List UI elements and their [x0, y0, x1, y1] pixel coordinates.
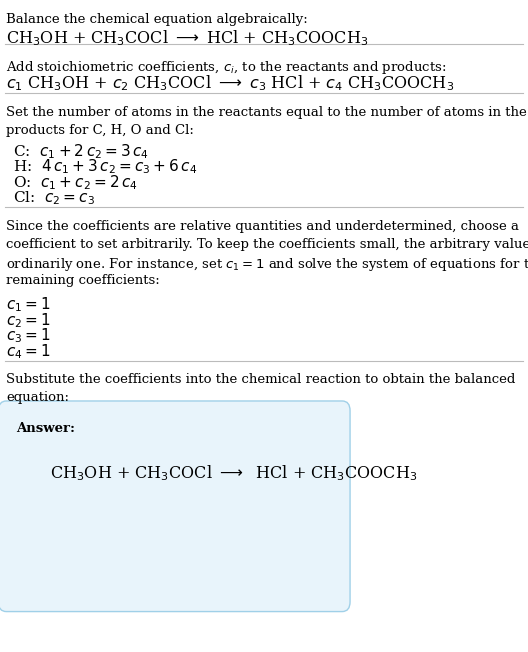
FancyBboxPatch shape	[0, 401, 350, 612]
Text: Add stoichiometric coefficients, $c_i$, to the reactants and products:: Add stoichiometric coefficients, $c_i$, …	[6, 59, 447, 76]
Text: Since the coefficients are relative quantities and underdetermined, choose a: Since the coefficients are relative quan…	[6, 220, 520, 233]
Text: C:  $c_1 + 2\,c_2 = 3\,c_4$: C: $c_1 + 2\,c_2 = 3\,c_4$	[13, 142, 149, 161]
Text: remaining coefficients:: remaining coefficients:	[6, 274, 160, 288]
Text: Set the number of atoms in the reactants equal to the number of atoms in the: Set the number of atoms in the reactants…	[6, 106, 527, 119]
Text: Cl:  $c_2 = c_3$: Cl: $c_2 = c_3$	[13, 189, 95, 207]
Text: $c_1 = 1$: $c_1 = 1$	[6, 295, 51, 314]
Text: Balance the chemical equation algebraically:: Balance the chemical equation algebraica…	[6, 13, 308, 26]
Text: equation:: equation:	[6, 391, 69, 404]
Text: CH$_3$OH + CH$_3$COCl $\longrightarrow$  HCl + CH$_3$COOCH$_3$: CH$_3$OH + CH$_3$COCl $\longrightarrow$ …	[50, 463, 418, 482]
Text: products for C, H, O and Cl:: products for C, H, O and Cl:	[6, 124, 194, 137]
Text: Substitute the coefficients into the chemical reaction to obtain the balanced: Substitute the coefficients into the che…	[6, 373, 516, 386]
Text: H:  $4\,c_1 + 3\,c_2 = c_3 + 6\,c_4$: H: $4\,c_1 + 3\,c_2 = c_3 + 6\,c_4$	[13, 158, 197, 177]
Text: $c_3 = 1$: $c_3 = 1$	[6, 327, 51, 346]
Text: O:  $c_1 + c_2 = 2\,c_4$: O: $c_1 + c_2 = 2\,c_4$	[13, 173, 138, 192]
Text: ordinarily one. For instance, set $c_1 = 1$ and solve the system of equations fo: ordinarily one. For instance, set $c_1 =…	[6, 256, 528, 273]
Text: $c_1$ CH$_3$OH + $c_2$ CH$_3$COCl $\longrightarrow$ $c_3$ HCl + $c_4$ CH$_3$COOC: $c_1$ CH$_3$OH + $c_2$ CH$_3$COCl $\long…	[6, 74, 455, 93]
Text: $c_2 = 1$: $c_2 = 1$	[6, 311, 51, 330]
Text: Answer:: Answer:	[16, 422, 75, 435]
Text: CH$_3$OH + CH$_3$COCl $\longrightarrow$ HCl + CH$_3$COOCH$_3$: CH$_3$OH + CH$_3$COCl $\longrightarrow$ …	[6, 28, 369, 48]
Text: $c_4 = 1$: $c_4 = 1$	[6, 342, 51, 361]
Text: coefficient to set arbitrarily. To keep the coefficients small, the arbitrary va: coefficient to set arbitrarily. To keep …	[6, 238, 528, 251]
